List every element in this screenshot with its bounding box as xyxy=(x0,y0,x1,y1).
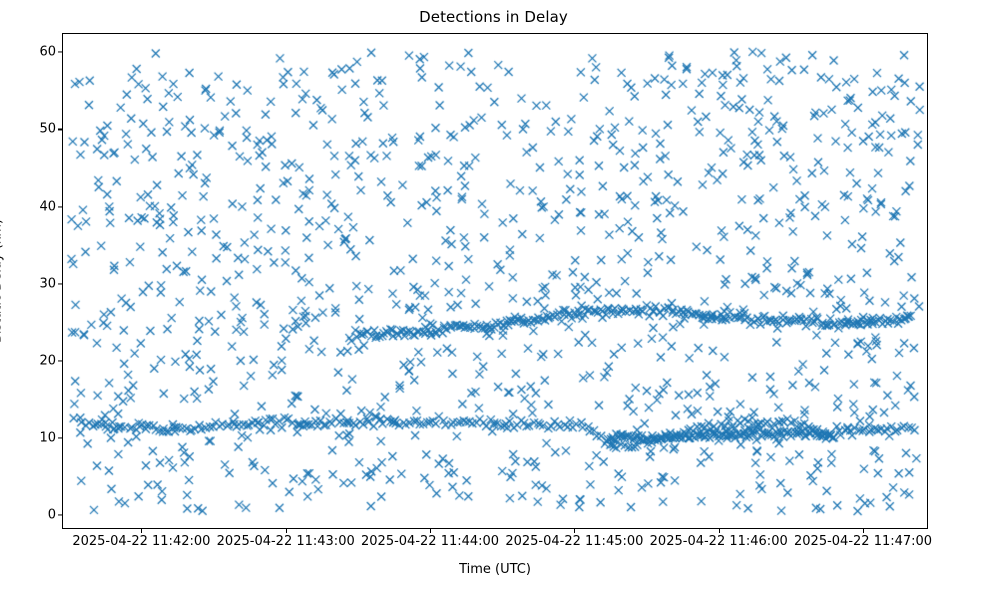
scatter-plot xyxy=(63,34,927,528)
y-axis-tick-labels: 0 10 20 30 40 50 60 xyxy=(0,0,56,590)
y-tick-label: 50 xyxy=(39,121,56,137)
y-axis-tick-marks xyxy=(58,0,63,590)
x-tick-label: 2025-04-22 11:45:00 xyxy=(505,534,644,549)
x-tick-label: 2025-04-22 11:42:00 xyxy=(72,534,211,549)
y-tick-label: 10 xyxy=(39,430,56,446)
x-tick-label: 2025-04-22 11:44:00 xyxy=(361,534,500,549)
plot-area xyxy=(62,33,928,529)
y-tick-mark xyxy=(58,360,63,362)
x-tick-mark xyxy=(863,529,865,534)
y-tick-mark xyxy=(58,206,63,208)
x-tick-label: 2025-04-22 11:46:00 xyxy=(649,534,788,549)
y-tick-label: 40 xyxy=(39,199,56,215)
y-tick-mark xyxy=(58,437,63,439)
y-tick-mark xyxy=(58,128,63,130)
page-title: Detections in Delay xyxy=(419,8,568,26)
x-tick-mark xyxy=(574,529,576,534)
x-tick-mark xyxy=(141,529,143,534)
x-axis-label: Time (UTC) xyxy=(459,562,531,577)
x-tick-mark xyxy=(285,529,287,534)
y-tick-mark xyxy=(58,51,63,53)
x-tick-mark xyxy=(430,529,432,534)
y-tick-label: 20 xyxy=(39,353,56,369)
y-tick-mark xyxy=(58,283,63,285)
x-tick-label: 2025-04-22 11:47:00 xyxy=(794,534,933,549)
y-axis-label: Bistatic Delay (km) xyxy=(0,218,5,344)
y-tick-label: 60 xyxy=(39,44,56,60)
y-tick-label: 0 xyxy=(47,507,56,523)
x-tick-label: 2025-04-22 11:43:00 xyxy=(216,534,355,549)
x-tick-mark xyxy=(718,529,720,534)
y-tick-mark xyxy=(58,514,63,516)
y-tick-label: 30 xyxy=(39,276,56,292)
